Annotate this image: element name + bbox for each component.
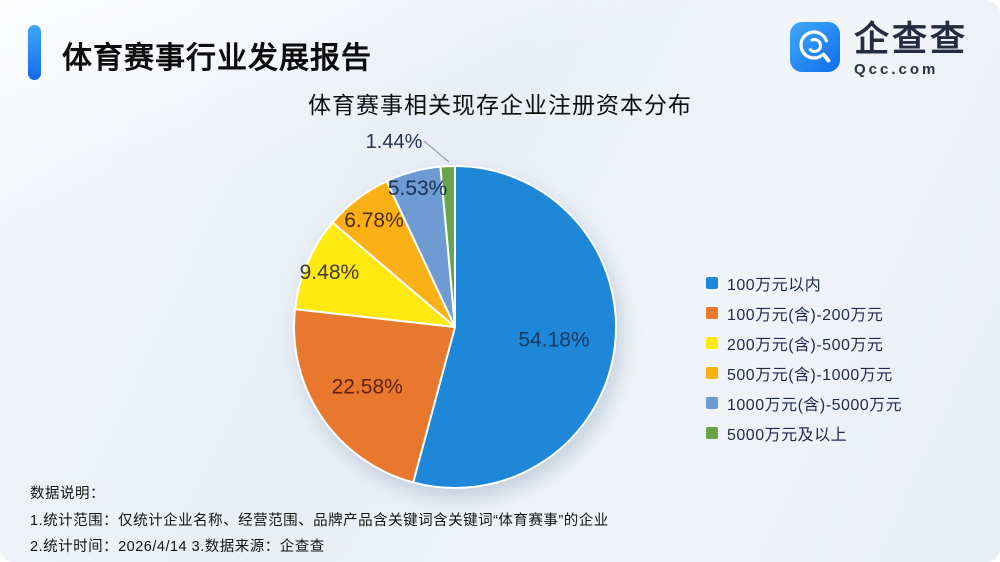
- legend-swatch: [706, 277, 718, 289]
- logo-name: 企查查: [853, 20, 968, 59]
- logo-domain: Qcc.com: [853, 61, 939, 78]
- legend-swatch: [706, 337, 718, 349]
- qcc-magnifier-icon: [789, 22, 840, 72]
- legend-swatch: [706, 427, 718, 439]
- legend-item-label: 1000万元(含)-5000万元: [727, 397, 903, 414]
- legend-item: 5000万元及以上: [706, 418, 902, 448]
- legend: 100万元以内 100万元(含)-200万元 200万元(含)-500万元 50…: [706, 268, 902, 448]
- legend-item: 100万元以内: [706, 268, 902, 298]
- pie-slice: [439, 165, 456, 328]
- legend-swatch: [706, 397, 718, 409]
- header: 体育赛事行业发展报告 企查查 Qcc.com: [0, 0, 1000, 90]
- pie-slice: [293, 308, 456, 484]
- slice-value-label: 54.18%: [518, 329, 589, 352]
- notes-heading: 数据说明：: [30, 486, 105, 502]
- pie-slice: [293, 221, 456, 328]
- slice-value-label: 22.58%: [332, 375, 403, 398]
- legend-swatch: [706, 307, 718, 319]
- legend-item-label: 100万元以内: [727, 277, 822, 294]
- notes-line-1: 1.统计范围：仅统计企业名称、经营范围、品牌产品含关键词含关键词“体育赛事”的企…: [30, 512, 609, 529]
- label-leader-line: [423, 140, 450, 163]
- slice-value-label: 9.48%: [300, 261, 360, 284]
- slice-value-label: 6.78%: [344, 209, 404, 232]
- legend-swatch: [706, 367, 718, 379]
- data-notes: 数据说明： 1.统计范围：仅统计企业名称、经营范围、品牌产品含关键词含关键词“体…: [30, 481, 609, 561]
- legend-item-label: 5000万元及以上: [727, 427, 848, 444]
- chart-title: 体育赛事相关现存企业注册资本分布: [308, 92, 692, 118]
- report-title: 体育赛事行业发展报告: [62, 42, 372, 75]
- legend-item-label: 500万元(含)-1000万元: [727, 367, 893, 384]
- legend-item: 1000万元(含)-5000万元: [706, 388, 902, 418]
- legend-item-label: 200万元(含)-500万元: [727, 337, 884, 354]
- legend-item: 200万元(含)-500万元: [706, 328, 902, 358]
- qcc-logo: 企查查 Qcc.com: [789, 20, 968, 79]
- title-accent-bar: [28, 25, 41, 80]
- legend-item-label: 100万元(含)-200万元: [727, 307, 884, 324]
- slice-value-label: 5.53%: [388, 177, 448, 200]
- legend-item: 500万元(含)-1000万元: [706, 358, 902, 388]
- legend-item: 100万元(含)-200万元: [706, 298, 902, 328]
- pie-slice: [412, 165, 618, 489]
- qcc-logo-text: 企查查 Qcc.com: [853, 20, 968, 79]
- notes-line-2: 2.统计时间：2026/4/14 3.数据来源：企查查: [30, 539, 325, 555]
- slice-value-label-external: 1.44%: [366, 131, 423, 153]
